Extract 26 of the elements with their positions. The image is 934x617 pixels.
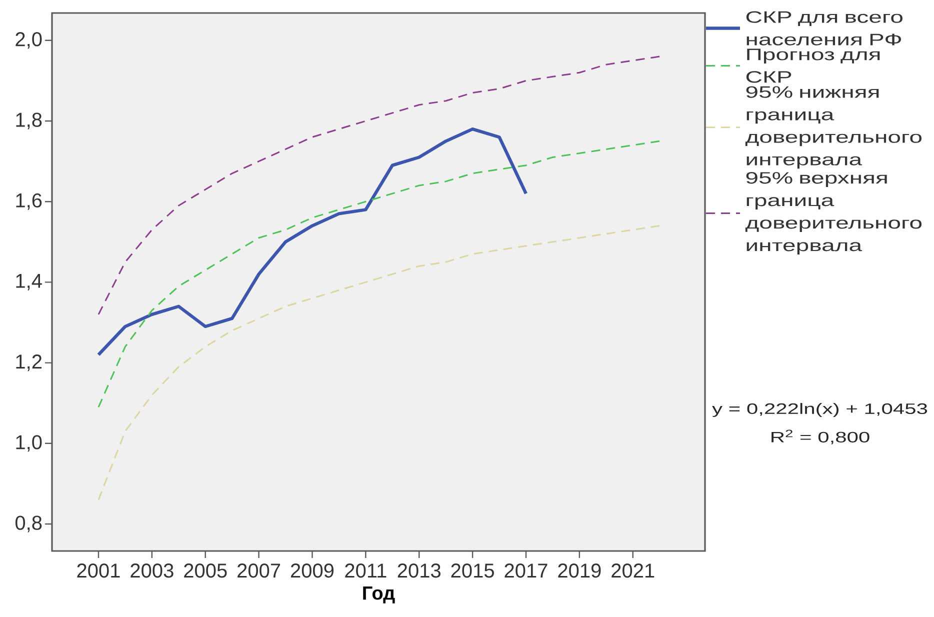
x-tick-label: 2021 xyxy=(612,564,654,578)
x-tick-label: 2001 xyxy=(77,564,120,578)
x-tick-label: 2019 xyxy=(558,564,601,578)
y-tick-label: 0,8 xyxy=(15,516,42,532)
text: R$^{2}$ = 0,800 xyxy=(772,430,870,444)
x-tick-label: 2009 xyxy=(290,564,334,578)
legend-label: Прогноз для СКР xyxy=(746,48,880,83)
line-series xyxy=(96,127,528,356)
y-tick-label: 2,0 xyxy=(16,32,42,49)
legend-label: СКР для всего населения РФ xyxy=(746,11,902,46)
legend-label: 95% верхняя граница доверительного интервала xyxy=(745,172,922,254)
x-tick-label: 2005 xyxy=(184,564,227,578)
x-tick-label: 2015 xyxy=(451,564,494,578)
y-tick-label: 1,2 xyxy=(16,354,42,372)
x-axis-title: Год xyxy=(363,586,395,604)
x-tick-label: 2003 xyxy=(130,564,174,578)
text: y = 0,222ln(x) + 1,0453 xyxy=(712,403,928,417)
y-tick-label: 1,0 xyxy=(16,435,42,452)
x-tick-label: 2017 xyxy=(504,564,548,578)
y-tick-label: 1,4 xyxy=(16,274,42,290)
x-tick-label: 2011 xyxy=(345,564,386,578)
y-tick-label: 1,6 xyxy=(16,193,42,210)
legend-label: 95% нижняя граница доверительного интервала xyxy=(745,86,922,169)
y-tick-label: 1,8 xyxy=(16,112,42,130)
x-tick-label: 2007 xyxy=(238,564,280,578)
x-tick-label: 2013 xyxy=(398,564,440,578)
